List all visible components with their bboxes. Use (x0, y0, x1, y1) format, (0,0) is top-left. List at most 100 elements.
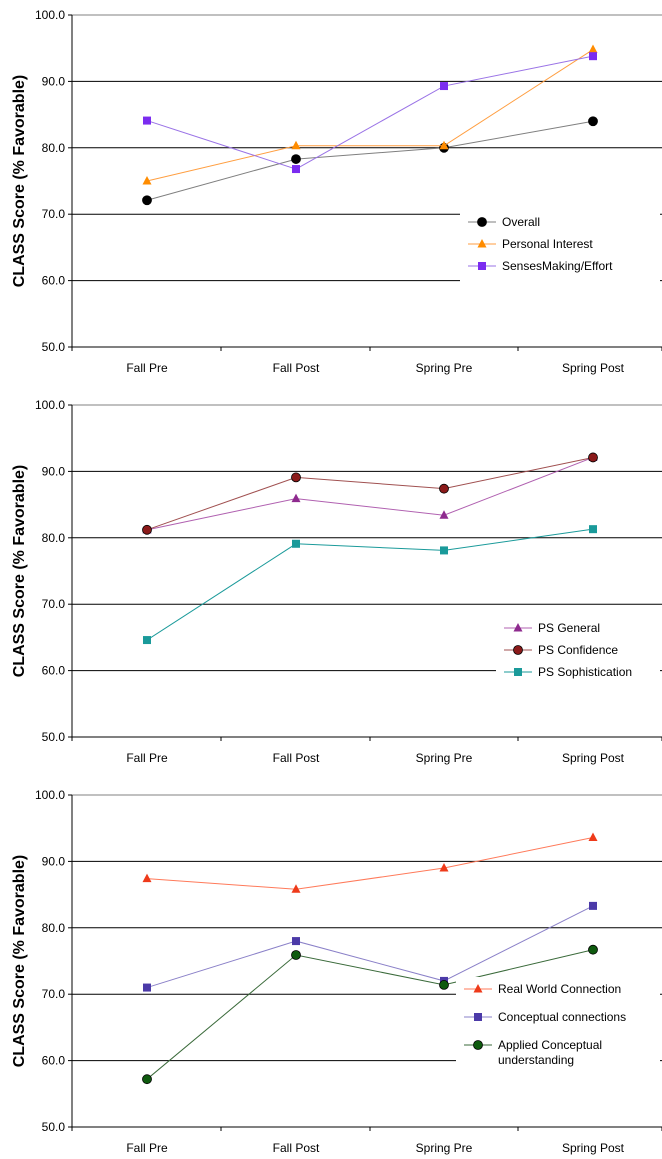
data-point (143, 116, 151, 125)
legend-marker (473, 1040, 483, 1050)
y-tick-label: 100.0 (35, 398, 65, 412)
data-point (142, 176, 152, 185)
data-point (440, 546, 448, 555)
y-tick-label: 90.0 (42, 854, 66, 868)
data-point (142, 195, 152, 206)
series-line-2 (146, 905, 594, 989)
data-point (589, 525, 597, 534)
legend-label: Applied Conceptual (498, 1038, 602, 1052)
data-point (439, 140, 449, 150)
series-line-3 (146, 949, 594, 1080)
legend-box (456, 977, 660, 1071)
data-point (589, 52, 597, 61)
x-tick-label: Fall Pre (126, 751, 168, 765)
series-line-1 (146, 456, 594, 531)
data-point (291, 154, 301, 164)
legend-marker (477, 217, 487, 227)
x-tick-label: Spring Post (562, 361, 625, 375)
y-axis-title: CLASS Score (% Favorable) (11, 855, 28, 1068)
x-tick-label: Spring Post (562, 1141, 625, 1155)
legend-marker (513, 623, 523, 632)
data-point (291, 140, 301, 150)
y-tick-label: 90.0 (42, 74, 66, 88)
y-tick-label: 100.0 (35, 788, 65, 802)
legend-marker (473, 984, 483, 993)
y-tick-label: 60.0 (42, 274, 66, 288)
y-tick-label: 70.0 (42, 597, 66, 611)
legend-marker (477, 239, 487, 248)
series-line-3 (146, 528, 594, 641)
legend-label: Conceptual connections (498, 1010, 626, 1024)
legend-label: understanding (498, 1053, 574, 1067)
legend-label: Overall (502, 215, 540, 229)
x-tick-label: Fall Pre (126, 361, 168, 375)
data-point (439, 483, 449, 494)
data-point (588, 44, 598, 54)
y-tick-label: 60.0 (42, 664, 66, 678)
y-axis-title: CLASS Score (% Favorable) (11, 465, 28, 678)
data-point (440, 82, 448, 91)
data-point (588, 832, 598, 841)
legend-label: PS Sophistication (538, 665, 632, 679)
data-point (142, 524, 152, 535)
chart-panel-1: 50.0 60.0 70.0 80.0 90.0 100.0 Fall Pre Fall Po… (11, 8, 662, 375)
series-line-1 (146, 120, 594, 201)
x-tick-label: Spring Pre (416, 361, 473, 375)
x-tick-label: Fall Post (273, 751, 320, 765)
legend-label: Real World Connection (498, 982, 621, 996)
legend-marker (474, 1013, 482, 1021)
x-tick-label: Fall Pre (126, 1141, 168, 1155)
data-point (142, 873, 152, 883)
chart-panel-3: 50.0 60.0 70.0 80.0 90.0 100.0 Fall Pre Fall Po… (11, 788, 662, 1155)
y-tick-label: 80.0 (42, 531, 66, 545)
x-tick-label: Spring Post (562, 751, 625, 765)
data-point (142, 1074, 152, 1085)
y-tick-label: 90.0 (42, 464, 66, 478)
data-point (439, 980, 449, 990)
legend-marker (478, 262, 486, 270)
data-point (143, 983, 151, 992)
data-point (291, 950, 301, 960)
y-tick-label: 50.0 (42, 1120, 66, 1134)
data-point (291, 472, 301, 483)
data-point (588, 116, 598, 127)
x-tick-label: Spring Pre (416, 1141, 473, 1155)
legend-label: PS General (538, 621, 600, 635)
series-line-2 (146, 456, 594, 531)
legend-marker (513, 645, 523, 655)
series-line-2 (146, 49, 594, 182)
legend: PS General PS Confidence PS Sophistication (496, 616, 660, 688)
legend-label: Personal Interest (502, 237, 593, 251)
y-tick-label: 50.0 (42, 340, 66, 354)
y-tick-label: 80.0 (42, 921, 66, 935)
data-point (588, 944, 598, 955)
legend: Real World Connection Conceptual connecti… (456, 977, 660, 1071)
y-axis-title: CLASS Score (% Favorable) (11, 75, 28, 288)
data-point (143, 636, 151, 645)
y-tick-label: 70.0 (42, 207, 66, 221)
data-point (292, 539, 300, 548)
y-tick-label: 70.0 (42, 987, 66, 1001)
y-tick-label: 50.0 (42, 730, 66, 744)
data-point (439, 510, 449, 519)
data-point (588, 452, 598, 463)
x-tick-label: Fall Post (273, 1141, 320, 1155)
data-point (589, 901, 597, 910)
legend-label: PS Confidence (538, 643, 618, 657)
x-tick-label: Fall Post (273, 361, 320, 375)
y-tick-label: 100.0 (35, 8, 65, 22)
y-tick-label: 60.0 (42, 1054, 66, 1068)
data-point (292, 165, 300, 174)
data-point (292, 937, 300, 946)
y-tick-label: 80.0 (42, 141, 66, 155)
legend-marker (514, 668, 522, 676)
x-tick-label: Spring Pre (416, 751, 473, 765)
data-point (291, 884, 301, 893)
data-point (291, 493, 301, 503)
chart-panel-2: 50.0 60.0 70.0 80.0 90.0 100.0 Fall Pre Fall Po… (11, 398, 662, 765)
series-line-3 (146, 55, 594, 170)
data-point (439, 863, 449, 872)
legend-label: SensesMaking/Effort (502, 259, 613, 273)
series-line-1 (146, 837, 594, 890)
